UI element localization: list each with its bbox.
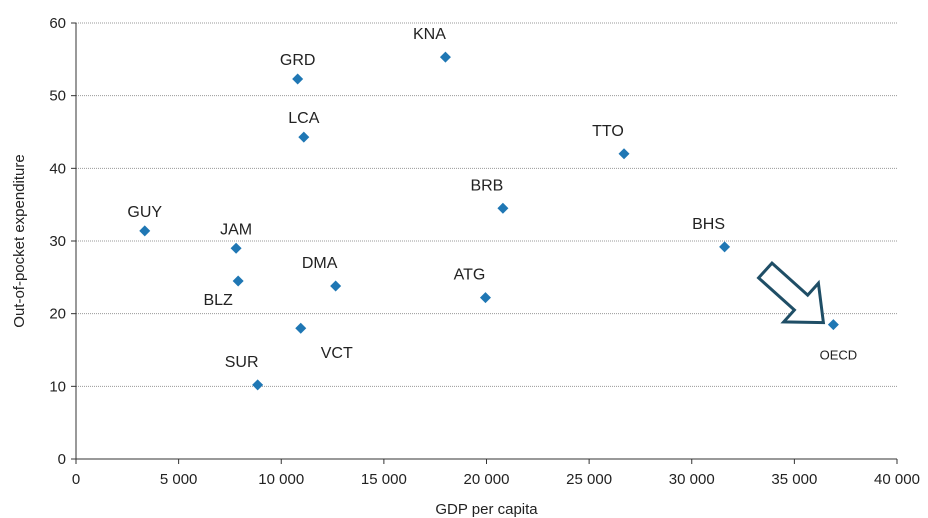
point-kna bbox=[439, 51, 451, 63]
point-label-jam: JAM bbox=[220, 221, 252, 238]
point-label-bhs: BHS bbox=[692, 216, 725, 233]
x-tick-label: 0 bbox=[72, 471, 80, 488]
point-label-grd: GRD bbox=[280, 52, 316, 69]
point-vct bbox=[295, 322, 307, 334]
point-grd bbox=[292, 73, 304, 85]
point-label-oecd: OECD bbox=[820, 348, 858, 363]
x-tick-label: 30 000 bbox=[669, 471, 715, 488]
point-lca bbox=[298, 131, 310, 143]
axes: Out-of-pocket expenditure GDP per capita… bbox=[11, 15, 920, 518]
x-tick-label: 15 000 bbox=[361, 471, 407, 488]
point-oecd bbox=[827, 319, 839, 331]
gridlines bbox=[76, 22, 897, 387]
point-sur bbox=[252, 379, 264, 391]
oecd-arrow bbox=[756, 260, 826, 325]
y-tick-label: 0 bbox=[58, 451, 66, 468]
x-axis-title: GDP per capita bbox=[435, 501, 538, 518]
point-brb bbox=[497, 202, 509, 214]
y-tick-label: 10 bbox=[49, 378, 66, 395]
point-label-sur: SUR bbox=[225, 354, 259, 371]
y-tick-label: 30 bbox=[49, 233, 66, 250]
data-points bbox=[139, 51, 839, 391]
x-tick-label: 35 000 bbox=[771, 471, 817, 488]
data-labels: GUY JAM BLZ SUR GRD LCA VCT DMA KNA ATG BRB TTO BHS O… bbox=[127, 26, 857, 371]
arrow-icon bbox=[756, 260, 826, 325]
point-atg bbox=[479, 292, 491, 304]
point-jam bbox=[230, 242, 242, 254]
point-label-tto: TTO bbox=[592, 123, 624, 140]
point-blz bbox=[232, 275, 244, 287]
point-label-atg: ATG bbox=[454, 267, 486, 284]
point-label-vct: VCT bbox=[321, 345, 353, 362]
point-dma bbox=[330, 280, 342, 292]
x-tick-label: 10 000 bbox=[258, 471, 304, 488]
point-bhs bbox=[719, 241, 731, 253]
point-label-brb: BRB bbox=[470, 177, 503, 194]
x-tick-label: 25 000 bbox=[566, 471, 612, 488]
x-tick-label: 40 000 bbox=[874, 471, 920, 488]
point-label-blz: BLZ bbox=[203, 292, 233, 309]
point-label-lca: LCA bbox=[288, 110, 319, 127]
y-tick-label: 40 bbox=[49, 160, 66, 177]
x-tick-label: 5 000 bbox=[160, 471, 198, 488]
y-axis-title: Out-of-pocket expenditure bbox=[11, 154, 28, 327]
point-tto bbox=[618, 148, 630, 160]
point-label-kna: KNA bbox=[413, 26, 446, 43]
point-label-dma: DMA bbox=[302, 255, 338, 272]
x-tick-label: 20 000 bbox=[464, 471, 510, 488]
point-guy bbox=[139, 225, 151, 237]
y-tick-label: 60 bbox=[49, 15, 66, 32]
point-label-guy: GUY bbox=[127, 204, 162, 221]
y-tick-label: 50 bbox=[49, 88, 66, 105]
y-tick-label: 20 bbox=[49, 306, 66, 323]
